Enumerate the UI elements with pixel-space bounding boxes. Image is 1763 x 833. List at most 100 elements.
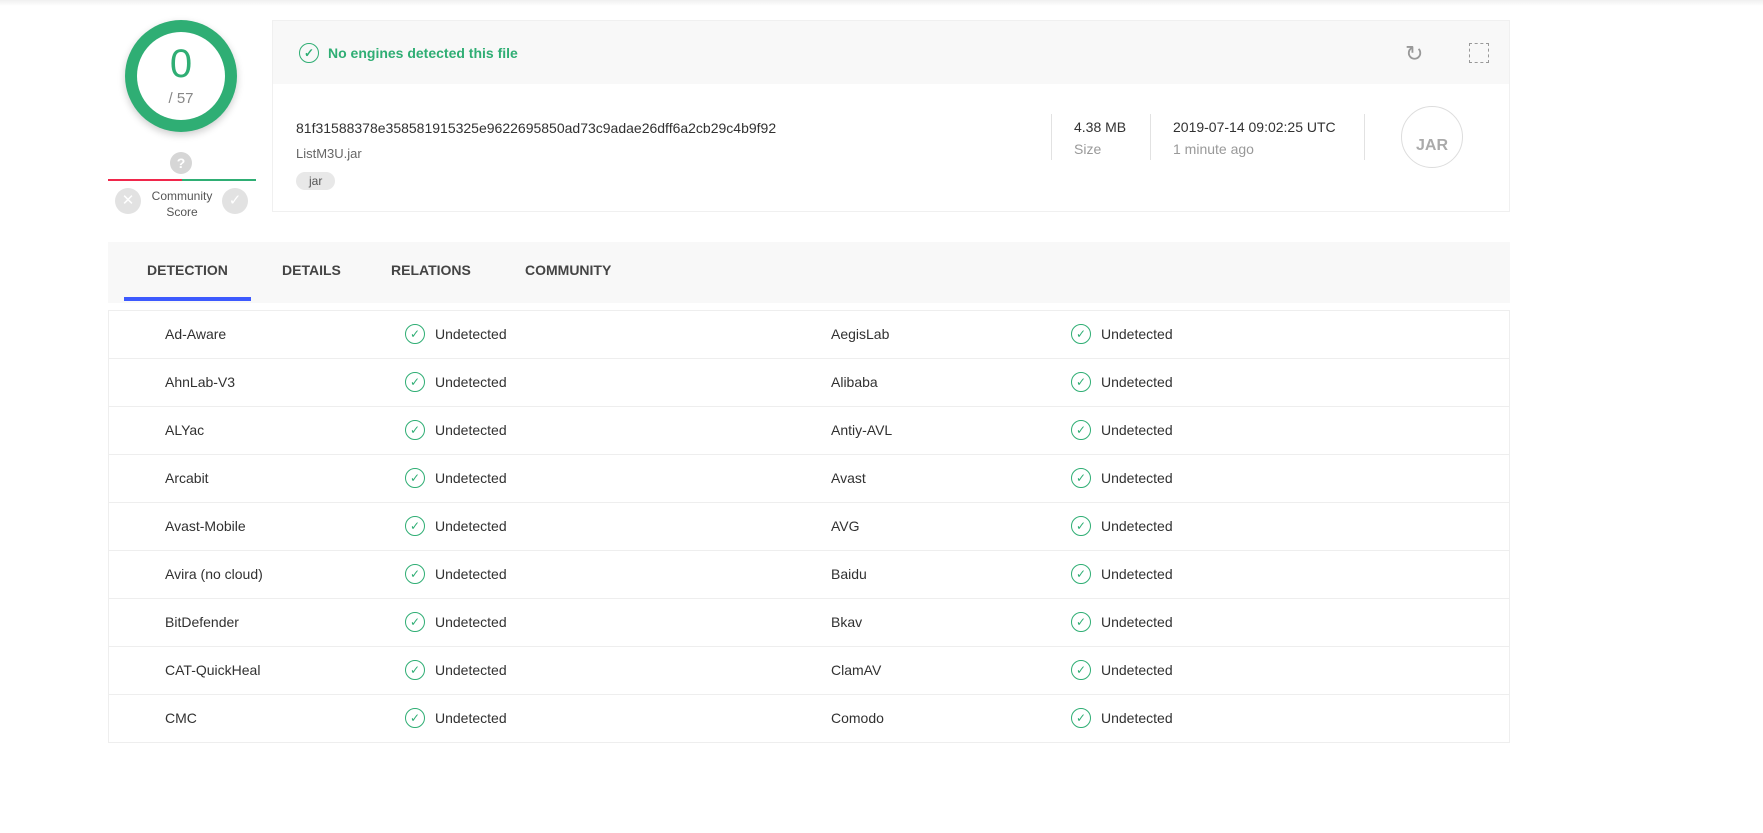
result-text: Undetected: [1101, 422, 1173, 438]
detected-count: 0: [169, 42, 193, 86]
result-cell: ✓ Undetected: [1071, 516, 1173, 536]
result-cell: ✓ Undetected: [1071, 708, 1173, 728]
engine-name: ALYac: [165, 422, 205, 438]
tab-details[interactable]: DETAILS: [282, 262, 341, 278]
community-score-label: Community Score: [151, 189, 213, 219]
result-text: Undetected: [1101, 470, 1173, 486]
result-text: Undetected: [1101, 326, 1173, 342]
check-circle-icon: ✓: [1071, 468, 1091, 488]
check-circle-icon: ✓: [405, 420, 425, 440]
table-row: Ad-Aware ✓ Undetected AegisLab ✓ Undetected: [109, 311, 1509, 359]
result-cell: ✓ Undetected: [1071, 468, 1173, 488]
size-value: 4.38 MB: [1074, 119, 1127, 135]
result-cell: ✓ Undetected: [405, 372, 507, 392]
result-cell: ✓ Undetected: [1071, 660, 1173, 680]
result-cell: ✓ Undetected: [1071, 564, 1173, 584]
engine-name: Bkav: [831, 614, 863, 630]
table-row: Arcabit ✓ Undetected Avast ✓ Undetected: [109, 455, 1509, 503]
check-circle-icon: ✓: [1071, 564, 1091, 584]
detection-table: Ad-Aware ✓ Undetected AegisLab ✓ Undetected Ah…: [108, 310, 1510, 743]
result-text: Undetected: [435, 374, 507, 390]
result-text: Undetected: [435, 422, 507, 438]
engine-name: Alibaba: [831, 374, 878, 390]
file-tag[interactable]: jar: [296, 172, 336, 190]
result-cell: ✓ Undetected: [405, 468, 507, 488]
file-size: 4.38 MB Size: [1074, 119, 1126, 157]
check-circle-icon: ✓: [1071, 420, 1091, 440]
file-summary-card: ✓ No engines detected this file ↻ 81f3158…: [272, 20, 1510, 212]
divider: [1150, 114, 1151, 160]
engine-name: AegisLab: [831, 326, 890, 342]
result-cell: ✓ Undetected: [1071, 372, 1173, 392]
tab-detection[interactable]: DETECTION: [124, 262, 251, 301]
check-circle-icon: ✓: [1071, 612, 1091, 632]
status-text: No engines detected this file: [328, 45, 518, 61]
result-text: Undetected: [435, 518, 507, 534]
top-shadow: [0, 0, 1763, 6]
tab-relations[interactable]: RELATIONS: [391, 262, 471, 278]
engine-name: ClamAV: [831, 662, 882, 678]
result-text: Undetected: [435, 326, 507, 342]
result-text: Undetected: [435, 614, 507, 630]
scan-date: 2019-07-14 09:02:25 UTC 1 minute ago: [1173, 119, 1336, 157]
engine-total: / 57: [168, 90, 194, 107]
date-relative: 1 minute ago: [1173, 141, 1254, 157]
result-text: Undetected: [435, 470, 507, 486]
community-score-bar: [108, 179, 256, 181]
result-text: Undetected: [1101, 518, 1173, 534]
divider: [1051, 114, 1052, 160]
size-label: Size: [1074, 141, 1102, 157]
result-cell: ✓ Undetected: [405, 516, 507, 536]
result-cell: ✓ Undetected: [405, 420, 507, 440]
engine-name: Antiy-AVL: [831, 422, 893, 438]
divider: [1364, 114, 1365, 160]
tab-community[interactable]: COMMUNITY: [525, 262, 612, 278]
vote-harmless-button[interactable]: ✓: [222, 188, 248, 214]
table-row: Avast-Mobile ✓ Undetected AVG ✓ Undetected: [109, 503, 1509, 551]
engine-name: AhnLab-V3: [165, 374, 236, 390]
result-text: Undetected: [1101, 614, 1173, 630]
result-cell: ✓ Undetected: [405, 324, 507, 344]
table-row: CAT-QuickHeal ✓ Undetected ClamAV ✓ Undetecte…: [109, 647, 1509, 695]
engine-name: Avast: [831, 470, 866, 486]
check-circle-icon: ✓: [1071, 372, 1091, 392]
check-circle-icon: ✓: [299, 43, 319, 63]
result-cell: ✓ Undetected: [405, 708, 507, 728]
check-circle-icon: ✓: [405, 372, 425, 392]
check-circle-icon: ✓: [405, 660, 425, 680]
check-circle-icon: ✓: [405, 324, 425, 344]
jar-file-type-icon: JAR: [1401, 106, 1463, 168]
question-icon: ?: [170, 152, 192, 174]
engine-name: Ad-Aware: [165, 326, 227, 342]
check-circle-icon: ✓: [1071, 516, 1091, 536]
similar-files-icon[interactable]: [1469, 43, 1489, 63]
result-text: Undetected: [435, 710, 507, 726]
result-text: Undetected: [1101, 566, 1173, 582]
result-cell: ✓ Undetected: [1071, 324, 1173, 344]
engine-name: Baidu: [831, 566, 867, 582]
check-circle-icon: ✓: [405, 564, 425, 584]
check-circle-icon: ✓: [1071, 324, 1091, 344]
result-cell: ✓ Undetected: [1071, 612, 1173, 632]
table-row: AhnLab-V3 ✓ Undetected Alibaba ✓ Undetected: [109, 359, 1509, 407]
reanalyze-icon[interactable]: ↻: [1405, 41, 1424, 66]
table-row: ALYac ✓ Undetected Antiy-AVL ✓ Undetected: [109, 407, 1509, 455]
engine-name: Avira (no cloud): [165, 566, 263, 582]
vote-malicious-button[interactable]: ✕: [115, 188, 141, 214]
community-score: ? ✕ Community Score ✓: [108, 152, 256, 222]
check-circle-icon: ✓: [1071, 660, 1091, 680]
engine-name: AVG: [831, 518, 860, 534]
file-hash[interactable]: 81f31588378e358581915325e9622695850ad73c…: [296, 120, 777, 136]
file-name: ListM3U.jar: [296, 146, 362, 161]
check-circle-icon: ✓: [1071, 708, 1091, 728]
result-cell: ✓ Undetected: [405, 564, 507, 584]
check-circle-icon: ✓: [405, 516, 425, 536]
engine-name: Arcabit: [165, 470, 209, 486]
engine-name: Avast-Mobile: [165, 518, 246, 534]
result-cell: ✓ Undetected: [1071, 420, 1173, 440]
result-cell: ✓ Undetected: [405, 660, 507, 680]
check-circle-icon: ✓: [405, 468, 425, 488]
check-circle-icon: ✓: [405, 612, 425, 632]
result-text: Undetected: [1101, 710, 1173, 726]
date-value: 2019-07-14 09:02:25 UTC: [1173, 119, 1336, 135]
